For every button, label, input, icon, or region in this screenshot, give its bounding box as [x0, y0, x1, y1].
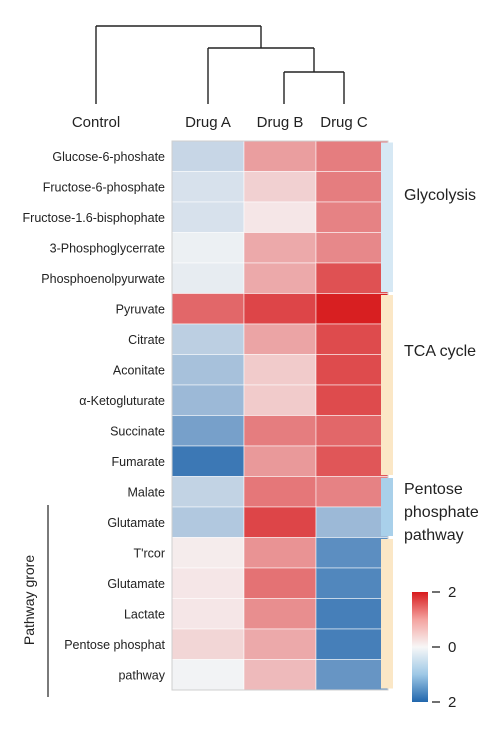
row-label: Fructose-1.6-bisphophate: [23, 211, 165, 225]
heatmap-cell: [243, 415, 317, 447]
colorbar-tick-label: 2: [448, 694, 456, 711]
group-label: TCA cycle: [404, 343, 476, 360]
heatmap-cell: [171, 445, 245, 477]
column-header: Drug B: [257, 114, 304, 131]
heatmap-cell: [243, 171, 317, 203]
column-headers: Control Drug A Drug B Drug C: [72, 114, 368, 131]
row-labels: Glucose-6-phoshate Fructose-6-phosphate Fr…: [23, 150, 166, 683]
heatmap-cell: [243, 323, 317, 355]
row-label: Fructose-6-phosphate: [43, 180, 165, 194]
heatmap-cell: [171, 659, 245, 691]
group-bar: [381, 295, 393, 475]
heatmap-cell: [171, 415, 245, 447]
heatmap-cell: [315, 445, 389, 477]
group-bar: [381, 142, 393, 292]
row-label: Succinate: [110, 424, 165, 438]
colorbar-gradient: [412, 592, 428, 702]
heatmap-cell: [171, 171, 245, 203]
side-annotation: Pathway grore: [21, 505, 49, 697]
heatmap-cell: [315, 232, 389, 264]
heatmap-cell: [243, 232, 317, 264]
pathway-groups: Glycolysis TCA cycle Pentose phosphate pathw…: [381, 142, 479, 689]
heatmap-cells: [171, 140, 389, 691]
dendrogram: [95, 25, 345, 104]
heatmap-cell: [171, 262, 245, 294]
row-label: Glutamate: [107, 516, 165, 530]
heatmap-cell: [243, 567, 317, 599]
heatmap-cell: [315, 628, 389, 660]
column-header: Drug A: [185, 114, 231, 131]
heatmap-cell: [315, 598, 389, 630]
heatmap-cell: [315, 384, 389, 416]
heatmap-cell: [315, 506, 389, 538]
heatmap-cell: [243, 445, 317, 477]
row-label: Lactate: [124, 607, 165, 621]
heatmap-cell: [171, 537, 245, 569]
group-label: pathway: [404, 527, 464, 544]
heatmap-cell: [243, 140, 317, 172]
side-label: Pathway grore: [21, 555, 37, 645]
heatmap-cell: [243, 476, 317, 508]
row-label: Citrate: [128, 333, 165, 347]
heatmap-cell: [315, 354, 389, 386]
row-label: Phosphoenolpyurwate: [41, 272, 165, 286]
heatmap-cell: [171, 506, 245, 538]
heatmap-cell: [171, 323, 245, 355]
heatmap-cell: [243, 354, 317, 386]
heatmap-cell: [171, 293, 245, 325]
heatmap-cell: [243, 506, 317, 538]
colorbar-tick-label: 0: [448, 639, 456, 656]
row-label: Pyruvate: [116, 302, 165, 316]
row-label: Malate: [127, 485, 165, 499]
row-label: Glutamate: [107, 577, 165, 591]
heatmap-cell: [315, 201, 389, 233]
row-label: Fumarate: [112, 455, 166, 469]
heatmap-cell: [171, 476, 245, 508]
heatmap-cell: [243, 598, 317, 630]
heatmap-cell: [243, 628, 317, 660]
heatmap-cell: [171, 354, 245, 386]
heatmap-cell: [171, 232, 245, 264]
row-label: Pentose phosphat: [64, 638, 165, 652]
row-label: Glucose-6-phoshate: [52, 150, 165, 164]
heatmap-cell: [315, 293, 389, 325]
heatmap-cell: [315, 140, 389, 172]
group-label: Pentose: [404, 481, 463, 498]
heatmap-cell: [315, 323, 389, 355]
heatmap-cell: [243, 262, 317, 294]
colorbar: 2 0 2: [412, 584, 456, 711]
colorbar-tick-label: 2: [448, 584, 456, 601]
group-bar: [381, 478, 393, 536]
row-label: α-Ketogluturate: [79, 394, 165, 408]
heatmap-cell: [315, 415, 389, 447]
heatmap-cell: [171, 201, 245, 233]
heatmap-cell: [315, 171, 389, 203]
group-bar: [381, 539, 393, 689]
heatmap-cell: [315, 476, 389, 508]
group-label: Glycolysis: [404, 187, 476, 204]
heatmap-cell: [243, 659, 317, 691]
group-label: phosphate: [404, 504, 479, 521]
heatmap-cell: [315, 537, 389, 569]
row-label: pathway: [118, 668, 165, 682]
heatmap-cell: [171, 384, 245, 416]
row-label: 3-Phosphoglycerrate: [50, 241, 165, 255]
heatmap-cell: [171, 140, 245, 172]
heatmap-cell: [315, 659, 389, 691]
column-header: Drug C: [320, 114, 368, 131]
heatmap-cell: [171, 598, 245, 630]
heatmap-cell: [171, 628, 245, 660]
row-label: Aconitate: [113, 363, 165, 377]
heatmap-cell: [171, 567, 245, 599]
heatmap-cell: [315, 262, 389, 294]
heatmap-cell: [243, 201, 317, 233]
heatmap-cell: [315, 567, 389, 599]
heatmap-cell: [243, 537, 317, 569]
row-label: T'rcor: [133, 546, 165, 560]
column-header: Control: [72, 114, 120, 131]
heatmap-cell: [243, 384, 317, 416]
heatmap-cell: [243, 293, 317, 325]
